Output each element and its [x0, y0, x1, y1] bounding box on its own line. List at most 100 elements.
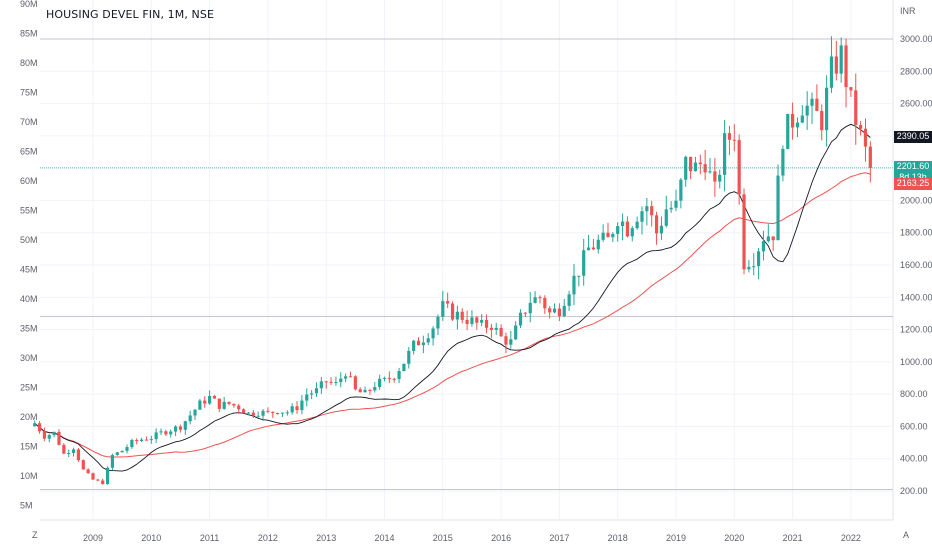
candle-body [509, 339, 513, 345]
price-tick-label: 200.00 [900, 486, 928, 496]
candle-body [363, 389, 367, 393]
candle-body [319, 381, 323, 389]
candle-body [693, 162, 698, 172]
time-tick-label: 2017 [549, 533, 569, 543]
time-tick-label: 2016 [491, 533, 511, 543]
candle-body [329, 381, 333, 383]
candle-body [805, 105, 809, 116]
candle-body [839, 45, 843, 74]
candle-body [222, 401, 226, 409]
candle-body [591, 247, 596, 250]
volume-tick-label: 5M [20, 501, 33, 511]
candle-body [212, 395, 217, 399]
candle-body [849, 87, 853, 91]
candle-body [105, 467, 110, 485]
candle-body [86, 469, 90, 474]
candle-body [101, 480, 105, 485]
candle-body [514, 325, 518, 340]
candle-body [654, 215, 659, 234]
candle-body [169, 431, 173, 435]
time-tick-label: 2018 [608, 533, 628, 543]
candle-body [266, 410, 270, 412]
time-tick-label: 2014 [374, 533, 394, 543]
price-unit-label: INR [900, 6, 916, 16]
volume-tick-label: 80M [20, 58, 38, 68]
candle-body [829, 56, 834, 88]
time-tick-label: 2011 [200, 533, 219, 543]
candle-body [684, 156, 688, 180]
volume-tick-label: 65M [20, 147, 38, 157]
candle-body [300, 400, 304, 411]
candle-body [368, 389, 372, 391]
candle-body [91, 473, 95, 480]
time-tick-label: 2010 [141, 533, 161, 543]
timezone-button[interactable]: Z [32, 530, 38, 540]
candle-body [470, 317, 474, 324]
candle-body [285, 412, 289, 414]
candle-body [504, 336, 508, 345]
candle-body [480, 319, 484, 323]
candle-body [761, 241, 766, 252]
time-tick-label: 2012 [258, 533, 278, 543]
candle-body [227, 401, 231, 404]
candle-body [290, 406, 294, 413]
candle-body [81, 460, 85, 470]
candle-body [718, 174, 722, 182]
candle-body [742, 194, 746, 270]
candle-body [310, 393, 314, 395]
candle-body [305, 394, 309, 401]
candle-body [455, 311, 459, 320]
candle-body [178, 426, 183, 430]
candle-body [67, 452, 71, 454]
candle-body [518, 312, 523, 326]
candle-body [412, 340, 416, 351]
candle-body [810, 98, 814, 106]
candle-body [533, 297, 537, 303]
candle-body [625, 221, 630, 237]
candle-body [154, 432, 158, 440]
candle-body [382, 377, 387, 379]
auto-scale-button[interactable]: A [903, 530, 910, 540]
candle-body [397, 371, 401, 380]
candle-body [120, 450, 124, 453]
candle-body [548, 308, 552, 313]
candle-body [776, 175, 780, 241]
candle-body [339, 378, 343, 383]
candle-body [52, 431, 56, 436]
candle-body [620, 221, 625, 227]
price-tick-label: 1400.00 [900, 292, 932, 302]
candle-body [149, 439, 153, 441]
candle-body [630, 228, 634, 237]
candle-body [475, 317, 479, 323]
volume-tick-label: 35M [20, 324, 38, 334]
candle-body [543, 297, 547, 309]
ma-fast-line [34, 123, 871, 472]
candle-body [47, 435, 51, 439]
volume-tick-label: 20M [20, 412, 38, 422]
candle-body [276, 412, 280, 414]
candle-body [611, 233, 615, 238]
candle-body [834, 56, 838, 74]
candle-body [484, 319, 489, 328]
ma-slow-price-badge: 2163.25 [894, 178, 932, 191]
candle-body [125, 447, 129, 451]
candle-body [96, 479, 100, 481]
last-price-value: 2201.60 [896, 161, 930, 172]
price-tick-label: 1800.00 [900, 228, 932, 238]
candle-body [635, 221, 639, 229]
candle-body [577, 275, 581, 277]
candle-body [450, 303, 455, 320]
candle-body [713, 171, 717, 182]
candle-body [582, 250, 586, 276]
candle-body [800, 115, 804, 123]
price-tick-label: 2600.00 [900, 99, 932, 109]
candle-body [659, 225, 664, 234]
price-tick-label: 3000.00 [900, 34, 932, 44]
candle-body [795, 122, 800, 128]
candle-body [135, 439, 139, 441]
volume-tick-label: 55M [20, 206, 38, 216]
candle-body [198, 400, 202, 410]
candle-body [596, 239, 600, 250]
candle-body [37, 423, 42, 432]
